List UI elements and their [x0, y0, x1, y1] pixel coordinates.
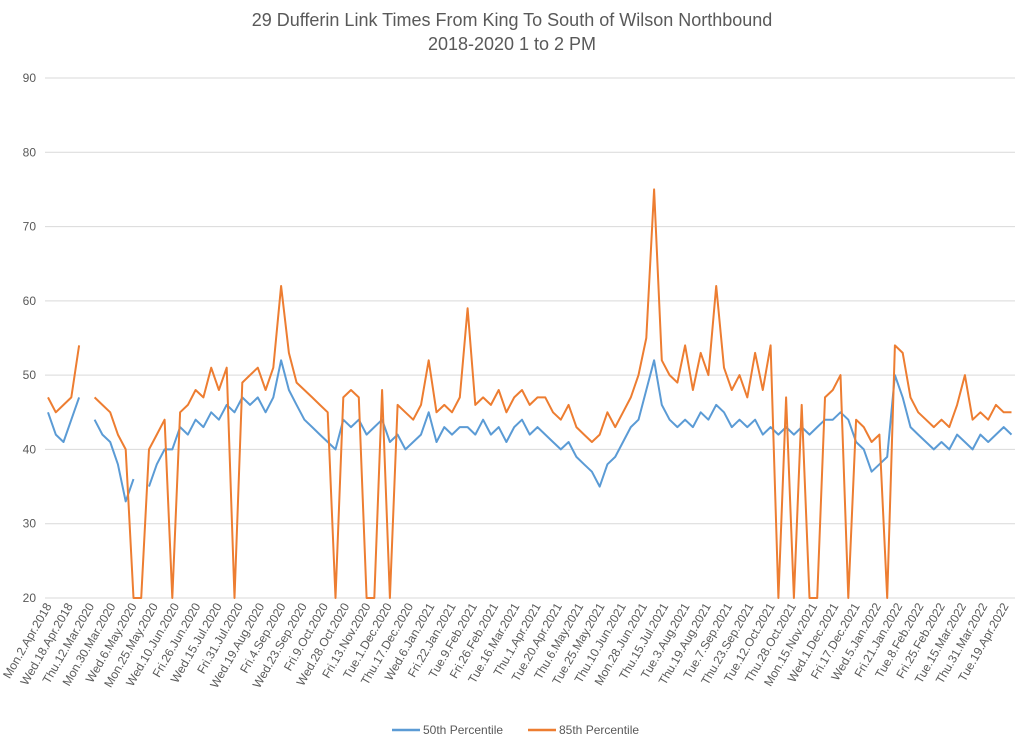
chart-title: 29 Dufferin Link Times From King To Sout…: [252, 10, 773, 30]
y-tick-label: 40: [23, 442, 37, 456]
y-tick-label: 30: [23, 517, 37, 531]
series-lines: [47, 188, 1013, 599]
y-tick-label: 90: [23, 71, 37, 85]
chart-subtitle: 2018-2020 1 to 2 PM: [428, 34, 596, 54]
y-tick-label: 70: [23, 220, 37, 234]
y-axis-ticks: 20 30 40 50 60 70 80 90: [23, 71, 37, 605]
series-line-85th-percentile: [47, 188, 1012, 599]
legend: 50th Percentile 85th Percentile: [392, 723, 639, 737]
y-tick-label: 20: [23, 591, 37, 605]
gridlines: [45, 77, 1015, 599]
y-tick-label: 60: [23, 294, 37, 308]
y-tick-label: 50: [23, 368, 37, 382]
legend-label-50th: 50th Percentile: [423, 723, 503, 737]
legend-label-85th: 85th Percentile: [559, 723, 639, 737]
series-line-50th-percentile: [47, 359, 1013, 503]
y-tick-label: 80: [23, 145, 37, 159]
x-axis-ticks: Mon.2.Apr.2018Wed.18.Apr.2018Thu.12.Mar.…: [0, 600, 1012, 690]
